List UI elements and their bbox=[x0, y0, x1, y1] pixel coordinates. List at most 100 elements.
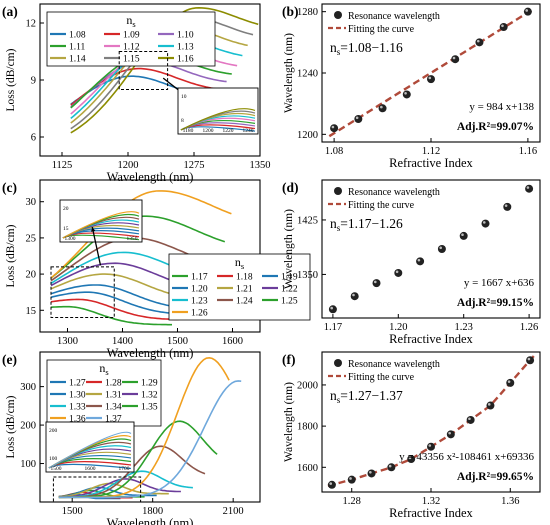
legend: Resonance wavelength Fitting the curve bbox=[328, 187, 440, 211]
legend-title-sub: s bbox=[105, 367, 108, 377]
inset-a: 1180 1200 1220 1240 8 10 bbox=[177, 87, 259, 135]
data-point-highlight bbox=[428, 76, 432, 80]
y-tick-label: 1200 bbox=[297, 130, 318, 141]
data-point-highlight bbox=[507, 380, 511, 383]
data-point bbox=[503, 202, 512, 211]
legend: Resonance wavelength Fitting the curve bbox=[328, 11, 440, 35]
panel-e: 1500 1800 2100 100 200 300 Wavelength (nm) Loss… bbox=[2, 351, 261, 525]
y-tick-label: 1350 bbox=[297, 270, 318, 281]
legend: ns 1.08 1.09 1.10 1.11 1.12 1.13 1.14 1.15 1.16 bbox=[46, 11, 216, 67]
y-tick-label: 1280 bbox=[297, 7, 318, 18]
x-tick-label: 1.32 bbox=[422, 496, 440, 507]
x-tick-label: 2100 bbox=[223, 506, 244, 517]
fit-adj-r2: Adj.R²=99.07% bbox=[457, 121, 534, 133]
inset-x-tick-label: 1180 bbox=[183, 128, 194, 134]
data-point bbox=[347, 475, 356, 484]
panel-label: (b) bbox=[282, 4, 299, 19]
legend-entry-fit: Fitting the curve bbox=[348, 372, 415, 383]
series-line-1.19 bbox=[50, 291, 186, 315]
legend-title-sub: s bbox=[132, 19, 135, 29]
series-line-1.26 bbox=[50, 190, 232, 279]
x-axis-label: Refractive Index bbox=[389, 332, 473, 346]
legend-entry-points: Resonance wavelength bbox=[348, 11, 440, 22]
legend-entry-1.22: 1.22 bbox=[281, 285, 298, 295]
data-point bbox=[506, 378, 515, 387]
data-point-highlight bbox=[369, 470, 372, 474]
zoom-arrowhead bbox=[91, 227, 96, 232]
data-point-highlight bbox=[487, 403, 491, 406]
fit-equation: y = 1667 x+636 bbox=[464, 277, 535, 289]
data-point bbox=[437, 245, 446, 253]
panel-c: 1300 1400 1500 1600 15 20 25 30 Wavelength (nm) L… bbox=[2, 179, 311, 360]
panel-d: 1.17 1.20 1.23 1.26 1350 1425 Refractive Index… bbox=[282, 179, 541, 346]
inset-line bbox=[48, 431, 132, 469]
data-point bbox=[427, 75, 435, 84]
fit-adj-r2: Adj.R²=99.65% bbox=[457, 471, 534, 483]
legend-entry-1.13: 1.13 bbox=[177, 43, 194, 53]
legend-entry-1.08: 1.08 bbox=[69, 31, 86, 41]
x-tick-label: 1500 bbox=[62, 506, 83, 517]
panel-f: 1.28 1.32 1.36 1600 1800 2000 Refractive Index… bbox=[282, 351, 541, 520]
legend-entry-1.26: 1.26 bbox=[191, 309, 208, 319]
legend: ns 1.17 1.18 1.19 1.20 1.21 1.22 1.23 1.24 1.25 1.… bbox=[168, 253, 311, 321]
data-point-highlight bbox=[439, 246, 443, 250]
y-tick-label: 6 bbox=[31, 133, 36, 144]
legend-entry-1.20: 1.20 bbox=[191, 285, 208, 295]
legend-entry-1.35: 1.35 bbox=[141, 403, 158, 413]
y-axis-label: Loss (dB/cm) bbox=[5, 224, 17, 287]
y-axis-label: Loss (dB/cm) bbox=[5, 48, 17, 111]
zoom-arrow bbox=[91, 226, 102, 266]
data-point bbox=[475, 38, 484, 47]
plot-frame bbox=[321, 179, 541, 319]
x-tick-label: 1300 bbox=[57, 336, 78, 347]
y-axis-label: Wavelength (nm) bbox=[283, 382, 295, 462]
data-point-highlight bbox=[417, 258, 421, 262]
x-axis-label: Wavelength (nm) bbox=[107, 346, 194, 360]
data-point bbox=[350, 292, 359, 301]
y-tick-label: 1800 bbox=[297, 422, 318, 433]
series-line-1.17 bbox=[50, 305, 172, 326]
legend-entry-1.32: 1.32 bbox=[141, 391, 158, 401]
inset-x-tick-label: 1200 bbox=[203, 128, 214, 134]
data-point-highlight bbox=[380, 105, 383, 109]
inset-x-tick-label: 1240 bbox=[243, 128, 254, 134]
x-axis-label: Wavelength (nm) bbox=[107, 170, 194, 184]
data-point-highlight bbox=[408, 456, 412, 460]
x-tick-label: 1400 bbox=[112, 336, 133, 347]
legend-title-sub: s bbox=[241, 261, 244, 271]
data-point-highlight bbox=[461, 233, 464, 237]
legend: Resonance wavelength Fitting the curve bbox=[328, 359, 440, 383]
panel-b: 1.08 1.12 1.16 1200 1240 1280 Refractive Index… bbox=[282, 3, 541, 170]
legend-entry-1.19: 1.19 bbox=[281, 273, 298, 283]
y-tick-label: 12 bbox=[26, 19, 37, 30]
data-point-highlight bbox=[395, 270, 399, 274]
legend-entry-1.10: 1.10 bbox=[177, 31, 194, 41]
range-label: ns=1.17−1.26 bbox=[330, 216, 403, 233]
inset-y-tick-label: 15 bbox=[63, 226, 69, 232]
data-point-highlight bbox=[468, 417, 471, 421]
x-axis-label: Wavelength (nm) bbox=[107, 516, 194, 525]
data-point bbox=[459, 231, 468, 240]
x-tick-label: 1.23 bbox=[455, 322, 473, 333]
data-point bbox=[367, 469, 376, 478]
y-axis-label: Loss (dB/cm) bbox=[5, 395, 17, 458]
fit-adj-r2: Adj.R²=99.15% bbox=[457, 297, 534, 309]
inset-y-tick-label: 8 bbox=[181, 118, 184, 124]
x-axis-label: Refractive Index bbox=[389, 156, 473, 170]
legend-entry-1.30: 1.30 bbox=[69, 391, 86, 401]
x-axis-label: Refractive Index bbox=[389, 506, 473, 520]
legend-entry-1.28: 1.28 bbox=[105, 379, 122, 389]
legend-entry-1.23: 1.23 bbox=[191, 297, 208, 307]
data-point bbox=[328, 305, 337, 314]
data-point bbox=[354, 115, 363, 123]
zoom-region bbox=[118, 51, 169, 90]
legend-entry-1.29: 1.29 bbox=[141, 379, 158, 389]
panel-a: 1125 1200 1275 1350 6 9 12 Wavelength (nm) Loss … bbox=[2, 3, 271, 184]
x-tick-label: 1.08 bbox=[325, 146, 343, 157]
legend-entry-1.18: 1.18 bbox=[236, 273, 253, 283]
data-point-highlight bbox=[331, 125, 335, 129]
data-point-highlight bbox=[483, 221, 486, 224]
data-point-highlight bbox=[428, 444, 432, 447]
fit-equation: y = 984 x+138 bbox=[469, 101, 534, 113]
